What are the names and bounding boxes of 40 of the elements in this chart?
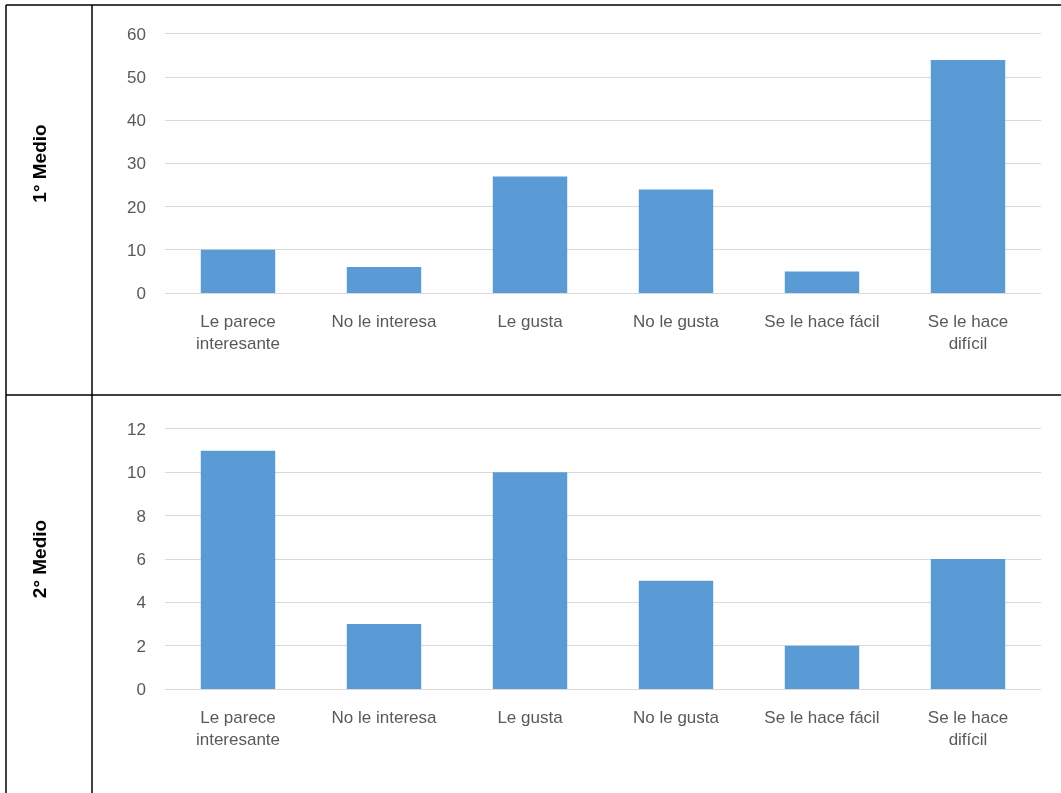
y-tick-label: 10 — [127, 240, 146, 260]
bar — [930, 59, 1006, 293]
x-tick-label: Se le hace difícil — [927, 311, 1009, 353]
y-axis-title: 1° Medio — [28, 124, 50, 203]
y-tick-label: 12 — [127, 419, 146, 439]
y-tick-label: 30 — [127, 154, 146, 174]
bar — [638, 189, 714, 293]
y-tick-label: 2 — [136, 636, 146, 656]
y-tick-label: 50 — [127, 68, 146, 88]
x-tick-label: No le gusta — [633, 707, 720, 727]
x-tick-label: Se le hace difícil — [927, 707, 1009, 749]
x-tick-label: Se le hace fácil — [764, 311, 880, 331]
bar — [784, 645, 860, 689]
bar — [346, 267, 422, 293]
y-tick-label: 0 — [136, 283, 146, 303]
bar — [492, 472, 568, 689]
bar — [492, 176, 568, 293]
y-tick-label: 10 — [127, 463, 146, 483]
x-tick-label: No le gusta — [633, 311, 720, 331]
x-tick-label: Se le hace fácil — [764, 707, 880, 727]
y-axis-title: 2° Medio — [28, 519, 50, 599]
bar — [930, 559, 1006, 689]
x-tick-label: No le interesa — [331, 707, 437, 727]
y-tick-label: 20 — [127, 197, 146, 217]
bar — [346, 624, 422, 689]
x-tick-label: No le interesa — [331, 311, 437, 331]
bar — [200, 450, 276, 689]
y-tick-label: 4 — [136, 593, 146, 613]
bar — [784, 271, 860, 293]
x-tick-label: Le gusta — [497, 707, 564, 727]
bar — [638, 580, 714, 689]
y-tick-label: 40 — [127, 111, 146, 131]
y-tick-label: 0 — [136, 679, 146, 699]
x-tick-label: Le parece interesante — [195, 311, 281, 353]
bar — [200, 249, 276, 293]
y-tick-label: 6 — [136, 549, 146, 569]
x-tick-label: Le gusta — [497, 311, 564, 331]
y-tick-label: 8 — [136, 506, 146, 526]
y-tick-label: 60 — [127, 24, 146, 44]
x-tick-label: Le parece interesante — [195, 707, 281, 749]
